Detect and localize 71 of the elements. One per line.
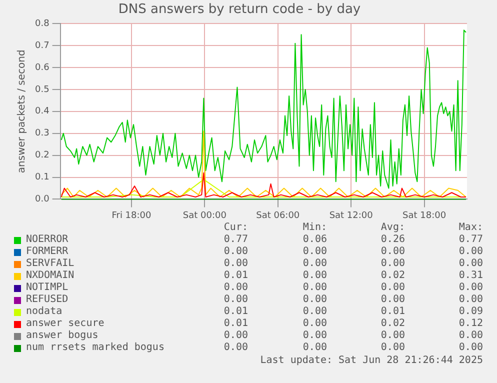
text: 0.12 bbox=[458, 318, 483, 330]
x-tick-label: Sat 18:00 bbox=[402, 210, 446, 221]
x-tick-label: Sat 00:00 bbox=[182, 210, 227, 221]
text: Avg: bbox=[380, 222, 405, 234]
text: 0.00 bbox=[222, 342, 248, 354]
y-tick-label: 0.8 bbox=[34, 18, 50, 29]
y-tick-label: 0.7 bbox=[34, 40, 50, 51]
chart-title: DNS answers by return code - by day bbox=[118, 2, 361, 18]
legend-label: FORMERR bbox=[26, 246, 68, 258]
text: 0.00 bbox=[380, 258, 405, 270]
y-tick-label: 0.3 bbox=[34, 128, 50, 139]
text: 0.00 bbox=[458, 330, 483, 342]
text: 0.00 bbox=[380, 342, 405, 354]
legend-label: num rrsets marked bogus bbox=[26, 342, 164, 354]
legend-label: SERVFAIL bbox=[26, 258, 74, 270]
legend-label: NXDOMAIN bbox=[26, 270, 74, 282]
text: 0.00 bbox=[222, 258, 248, 270]
text: 0.02 bbox=[380, 270, 405, 282]
text: 0.00 bbox=[222, 246, 248, 258]
text: 0.00 bbox=[222, 330, 248, 342]
text: 0.01 bbox=[380, 306, 405, 318]
text: 0.00 bbox=[458, 294, 483, 306]
text: 0.01 bbox=[222, 270, 248, 282]
text: 0.00 bbox=[302, 282, 327, 294]
x-tick-label: Sat 12:00 bbox=[329, 210, 374, 221]
text: 0.01 bbox=[222, 306, 248, 318]
text: 0.26 bbox=[380, 234, 405, 246]
text: 0.00 bbox=[222, 282, 248, 294]
text: 0.06 bbox=[302, 234, 327, 246]
text: 0.77 bbox=[458, 234, 483, 246]
text: 0.00 bbox=[458, 246, 483, 258]
legend-label: answer bogus bbox=[26, 330, 98, 342]
x-tick-label: Sat 06:00 bbox=[256, 210, 300, 221]
legend-label: NOERROR bbox=[26, 234, 68, 246]
text: 0.00 bbox=[302, 306, 327, 318]
text: 0.00 bbox=[380, 330, 405, 342]
text: 0.00 bbox=[302, 318, 327, 330]
x-tick-label: Fri 18:00 bbox=[112, 210, 152, 221]
text: Last update: Sat Jun 28 21:26:44 2025 bbox=[260, 355, 483, 367]
text: 0.77 bbox=[222, 234, 248, 246]
text: 0.00 bbox=[302, 330, 327, 342]
text: 0.00 bbox=[458, 342, 483, 354]
y-axis-title: answer packets / second bbox=[16, 50, 28, 174]
text: 0.01 bbox=[222, 318, 248, 330]
y-tick-label: 0.1 bbox=[34, 172, 50, 183]
text: 0.00 bbox=[380, 282, 405, 294]
legend-label: NOTIMPL bbox=[26, 282, 68, 294]
text: 0.00 bbox=[302, 270, 327, 282]
legend-label: nodata bbox=[26, 306, 62, 318]
text: Cur: bbox=[222, 222, 248, 234]
text: Max: bbox=[458, 222, 483, 234]
text: 0.09 bbox=[458, 306, 483, 318]
text: 0.00 bbox=[380, 246, 405, 258]
text: 0.00 bbox=[458, 258, 483, 270]
y-tick-label: 0.4 bbox=[34, 106, 50, 117]
text: 0.00 bbox=[380, 294, 405, 306]
legend-label: REFUSED bbox=[26, 294, 68, 306]
text: Min: bbox=[302, 222, 327, 234]
text: 0.00 bbox=[302, 258, 327, 270]
text: 0.00 bbox=[222, 294, 248, 306]
text: 0.00 bbox=[302, 246, 327, 258]
text: 0.00 bbox=[302, 342, 327, 354]
legend-label: answer secure bbox=[26, 318, 104, 330]
text: 0.00 bbox=[458, 282, 483, 294]
y-tick-label: 0.2 bbox=[34, 150, 50, 161]
text: 0.00 bbox=[302, 294, 327, 306]
text: 0.31 bbox=[458, 270, 483, 282]
y-tick-label: 0.6 bbox=[34, 62, 50, 73]
y-tick-label: 0.5 bbox=[34, 84, 50, 95]
y-tick-label: 0.0 bbox=[34, 194, 50, 205]
text: 0.02 bbox=[380, 318, 405, 330]
